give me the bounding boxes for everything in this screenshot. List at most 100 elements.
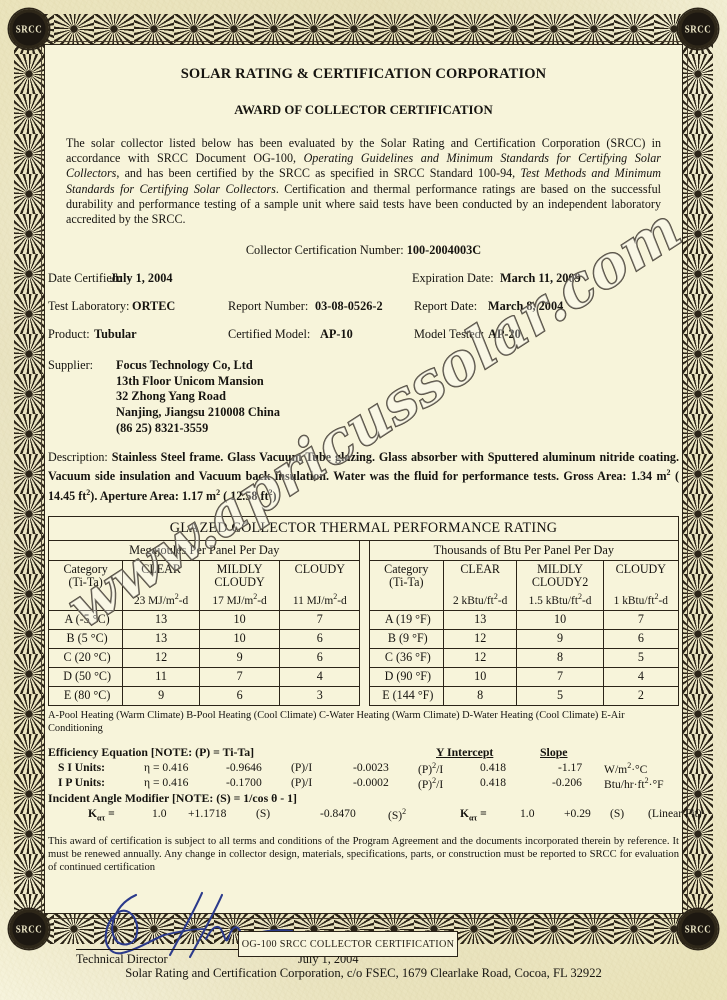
table-row: B (5 °C) 13 10 6 B (9 °F) 12 9 6 <box>47 628 680 649</box>
right-row-value: 5 <box>516 685 604 706</box>
left-row-category: D (50 °C) <box>47 666 124 687</box>
col-name: CLOUDY <box>615 561 667 576</box>
right-row-value: 10 <box>442 666 518 687</box>
supplier-label: Supplier: <box>48 358 94 373</box>
right-row-value: 7 <box>602 609 680 630</box>
left-row-value: 13 <box>122 609 200 630</box>
product-label: Product: <box>48 327 90 342</box>
certification-number-value: 100-2004003C <box>406 243 482 258</box>
right-row-value: 9 <box>516 628 604 649</box>
left-row-category: B (5 °C) <box>47 628 124 649</box>
slope-header: Slope <box>540 745 568 760</box>
si-eta: η = 0.416 <box>144 761 189 775</box>
right-row-value: 5 <box>602 647 680 668</box>
right-row-value: 8 <box>442 685 518 706</box>
certificate-body: SOLAR RATING & CERTIFICATION CORPORATION… <box>47 48 702 966</box>
table-row: C (20 °C) 12 9 6 C (36 °F) 12 8 5 <box>47 647 680 668</box>
medallion-label: SRCC <box>15 923 43 935</box>
si-coefficient-1: -0.9646 <box>226 761 262 775</box>
left-row-value: 4 <box>279 666 361 687</box>
test-lab-value: ORTEC <box>132 299 176 314</box>
medallion-label: SRCC <box>684 23 712 35</box>
col-name: CLOUDY <box>294 561 346 576</box>
kat-fit-label: (Linear Fit) <box>648 807 702 821</box>
kat-s-squared: (S)2 <box>388 807 407 823</box>
left-row-value: 9 <box>122 685 200 706</box>
rating-table-footnote: A-Pool Heating (Warm Climate) B-Pool Hea… <box>48 709 625 734</box>
terms-paragraph: This award of certification is subject t… <box>48 836 679 873</box>
left-col-cloudy-header: CLOUDY 11 MJ/m2-d <box>279 559 361 611</box>
row-product: Product: Tubular Certified Model: AP-10 … <box>48 327 679 342</box>
report-date-label: Report Date: <box>414 299 478 314</box>
supplier-block: Supplier: Focus Technology Co, Ltd 13th … <box>48 358 679 436</box>
supplier-address: Focus Technology Co, Ltd 13th Floor Unic… <box>116 358 679 436</box>
ip-coefficient-1: -0.1700 <box>226 776 262 790</box>
right-row-value: 6 <box>602 628 680 649</box>
supplier-line: Nanjing, Jiangsu 210008 China <box>116 405 281 419</box>
kat-a: 1.0 <box>152 807 167 821</box>
ip-units-row: I P Units: η = 0.416 -0.1700 (P)/I -0.00… <box>48 776 679 791</box>
intro-paragraph: The solar collector listed below has bee… <box>66 136 661 227</box>
col-unit: 1.5 kBtu/ft2-d <box>528 591 592 607</box>
col-unit: 17 MJ/m2-d <box>212 591 267 607</box>
col-name: MILDLY <box>216 561 263 576</box>
right-row-value: 2 <box>602 685 680 706</box>
kat-d: 1.0 <box>520 807 535 821</box>
description-sup-a: 2 <box>666 468 671 478</box>
report-number-label: Report Number: <box>228 299 309 314</box>
supplier-line: (86 25) 8321-3559 <box>116 420 209 435</box>
date-certified-value: July 1, 2004 <box>110 271 173 286</box>
description-sup-d: 2 <box>268 487 273 497</box>
left-row-value: 7 <box>279 609 361 630</box>
description-text-c: ). Aperture Area: 1.17 m <box>90 488 217 503</box>
left-category-header: Category (Ti-Ta) <box>47 559 124 611</box>
right-col-cloudy-header: CLOUDY 1 kBtu/ft2-d <box>602 559 680 611</box>
left-col-mildly-cloudy-header: MILDLY CLOUDY 17 MJ/m2-d <box>198 559 281 611</box>
model-tested-value: AP-20 <box>488 327 521 342</box>
rating-table-title: GLAZED COLLECTOR THERMAL PERFORMANCE RAT… <box>48 515 679 541</box>
efficiency-heading: Efficiency Equation [NOTE: (P) = Ti-Ta] <box>48 745 255 760</box>
right-row-value: 12 <box>442 628 518 649</box>
left-row-value: 9 <box>198 647 281 668</box>
medallion-label: SRCC <box>684 923 712 935</box>
right-category-header: Category (Ti-Ta) <box>368 559 444 611</box>
left-unit-header: Megajoules Per Panel Per Day <box>47 539 361 561</box>
left-row-value: 10 <box>198 628 281 649</box>
intro-part1: The solar collector listed below has bee… <box>66 136 661 166</box>
ip-term-2: (P)2/I <box>418 776 444 792</box>
right-row-value: 12 <box>442 647 518 668</box>
left-row-value: 6 <box>198 685 281 706</box>
border-band-left <box>14 14 44 944</box>
ip-eta: η = 0.416 <box>144 776 189 790</box>
right-row-category: A (19 °F) <box>368 609 444 630</box>
left-row-value: 7 <box>198 666 281 687</box>
intro-italic1: Operating Guidelines and Minimum Standar… <box>66 151 661 181</box>
award-title: AWARD OF COLLECTOR CERTIFICATION <box>234 103 493 117</box>
kat-label-right: Kατ = <box>460 807 487 823</box>
left-row-category: A (-5 °C) <box>47 609 124 630</box>
description-text-e: ) <box>272 488 277 503</box>
test-lab-label: Test Laboratory: <box>48 299 130 314</box>
left-row-value: 6 <box>279 647 361 668</box>
left-row-value: 11 <box>122 666 200 687</box>
row-date-certified: Date Certified: July 1, 2004 Expiration … <box>48 271 679 286</box>
description-text-b: ( 14.45 ft <box>48 469 679 503</box>
col-name: CLEAR <box>460 561 501 576</box>
footer-address: Solar Rating and Certification Corporati… <box>125 966 602 980</box>
table-title-row: GLAZED COLLECTOR THERMAL PERFORMANCE RAT… <box>48 515 679 541</box>
iam-heading-row: Incident Angle Modifier [NOTE: (S) = 1/c… <box>48 791 679 807</box>
supplier-line: 32 Zhong Yang Road <box>116 389 226 404</box>
right-row-value: 7 <box>516 666 604 687</box>
product-value: Tubular <box>94 327 137 342</box>
left-row-value: 6 <box>279 628 361 649</box>
y-intercept-header: Y Intercept <box>436 745 494 760</box>
col-unit: 23 MJ/m2-d <box>133 591 189 607</box>
certified-model-value: AP-10 <box>320 327 353 342</box>
description-label: Description: <box>48 450 108 465</box>
left-row-value: 12 <box>122 647 200 668</box>
left-row-value: 10 <box>198 609 281 630</box>
border-band-right <box>683 14 713 944</box>
srcc-medallion-top-left: SRCC <box>9 9 49 49</box>
si-term-1: (P)/I <box>291 761 313 775</box>
srcc-medallion-bottom-left: SRCC <box>9 909 49 949</box>
